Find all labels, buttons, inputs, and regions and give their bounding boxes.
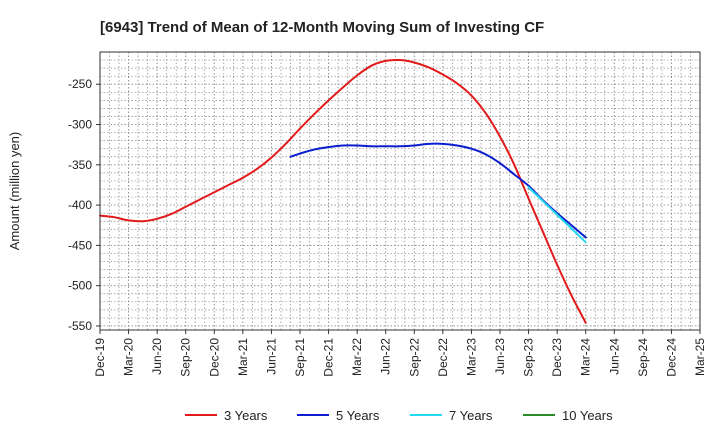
y-tick-label: -350 bbox=[68, 158, 92, 172]
plot-area-frame bbox=[99, 51, 701, 331]
x-tick-label: Sep-21 bbox=[293, 338, 307, 377]
x-tick-label: Dec-19 bbox=[93, 338, 107, 377]
grid bbox=[99, 51, 701, 330]
chart-title: [6943] Trend of Mean of 12-Month Moving … bbox=[100, 19, 544, 36]
x-tick-label: Mar-22 bbox=[350, 338, 364, 376]
y-axis-label: Amount (million yen) bbox=[7, 132, 22, 251]
x-tick-label: Mar-21 bbox=[236, 338, 250, 376]
x-tick-label: Dec-21 bbox=[322, 338, 336, 377]
legend-label: 3 Years bbox=[224, 408, 268, 423]
x-axis-ticks: Dec-19 Mar-20 Jun-20 Sep-20 Dec-20 Mar-21 Jun-… bbox=[93, 330, 707, 377]
y-tick-label: -550 bbox=[68, 319, 92, 333]
y-axis-ticks: -250 -300 -350 -400 -450 -500 -550 bbox=[68, 77, 100, 333]
x-tick-label: Sep-20 bbox=[179, 338, 193, 377]
legend-label: 5 Years bbox=[336, 408, 380, 423]
x-tick-label: Mar-23 bbox=[464, 338, 478, 376]
x-tick-label: Jun-21 bbox=[264, 338, 278, 375]
x-tick-label: Dec-23 bbox=[550, 338, 564, 377]
x-tick-label: Jun-23 bbox=[493, 338, 507, 375]
y-tick-label: -500 bbox=[68, 279, 92, 293]
x-tick-label: Sep-24 bbox=[636, 338, 650, 377]
y-tick-label: -300 bbox=[68, 118, 92, 132]
x-tick-label: Mar-20 bbox=[122, 338, 136, 376]
x-tick-label: Mar-24 bbox=[579, 338, 593, 376]
y-tick-label: -250 bbox=[68, 77, 92, 91]
plot-background bbox=[100, 52, 700, 330]
x-tick-label: Jun-24 bbox=[607, 338, 621, 375]
series-layer bbox=[99, 58, 587, 324]
x-tick-label: Dec-22 bbox=[436, 338, 450, 377]
x-tick-label: Mar-25 bbox=[693, 338, 707, 376]
x-tick-label: Dec-24 bbox=[664, 338, 678, 377]
x-tick-label: Sep-22 bbox=[407, 338, 421, 377]
legend-label: 7 Years bbox=[449, 408, 493, 423]
series-line-7-years bbox=[527, 186, 587, 244]
x-tick-label: Sep-23 bbox=[522, 338, 536, 377]
legend: 3 Years 5 Years 7 Years 10 Years bbox=[185, 408, 613, 423]
y-tick-label: -400 bbox=[68, 198, 92, 212]
x-tick-label: Jun-20 bbox=[150, 338, 164, 375]
series-line-3-years bbox=[99, 58, 587, 324]
legend-label: 10 Years bbox=[562, 408, 613, 423]
y-tick-label: -450 bbox=[68, 238, 92, 252]
x-tick-label: Dec-20 bbox=[207, 338, 221, 377]
x-tick-label: Jun-22 bbox=[379, 338, 393, 375]
